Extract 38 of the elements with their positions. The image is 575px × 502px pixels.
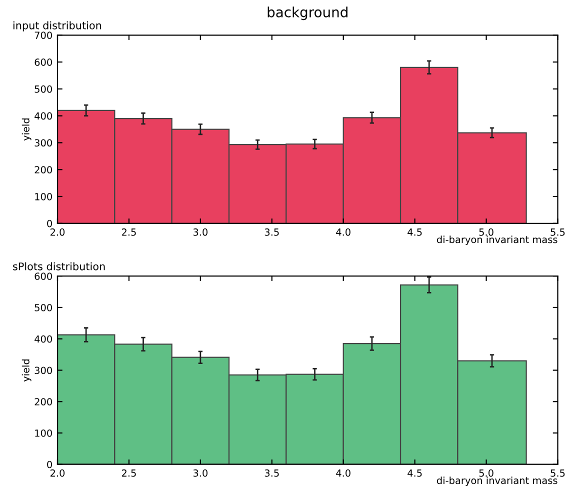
x-tick-label: 3.0 xyxy=(193,228,208,236)
chart-title: background xyxy=(268,6,348,20)
y-axis-title: yield xyxy=(22,118,32,141)
chart-subtitle: input distribution xyxy=(13,21,102,32)
y-tick-label: 0 xyxy=(47,220,52,228)
x-axis-title: di-baryon invariant mass xyxy=(436,236,558,246)
y-tick-label: 500 xyxy=(34,304,52,312)
y-tick-label: 200 xyxy=(34,166,52,174)
x-tick-label: 2.5 xyxy=(122,228,136,236)
y-axis-title: yield xyxy=(22,359,32,382)
chart-title: sPlots distribution xyxy=(13,262,105,270)
y-tick-label: 600 xyxy=(34,272,52,280)
y-tick-label: 100 xyxy=(35,192,52,200)
x-tick-label: 5.0 xyxy=(479,228,494,236)
x-tick-label: 4.0 xyxy=(336,469,350,477)
x-tick-label: 5.5 xyxy=(550,228,565,236)
y-tick-label: 400 xyxy=(34,335,52,343)
x-tick-label: 2.5 xyxy=(122,469,136,477)
x-tick-label: 3.5 xyxy=(264,469,279,477)
x-tick-label: 2.0 xyxy=(50,228,65,236)
x-tick-label: 4.5 xyxy=(408,228,422,236)
x-tick-label: 4.0 xyxy=(336,228,350,236)
y-tick-label: 200 xyxy=(34,398,52,406)
x-tick-label: 5.0 xyxy=(479,469,494,477)
y-tick-label: 400 xyxy=(34,112,52,120)
x-axis-title: di-baryon invariant mass xyxy=(436,476,558,486)
y-tick-label: 300 xyxy=(34,139,52,147)
y-tick-label: 0 xyxy=(47,460,52,468)
y-tick-label: 300 xyxy=(34,366,52,374)
y-tick-label: 700 xyxy=(34,32,52,39)
y-tick-label: 500 xyxy=(34,85,52,93)
x-tick-label: 3.5 xyxy=(264,228,279,236)
x-tick-label: 2.0 xyxy=(50,469,65,477)
y-tick-label: 100 xyxy=(35,429,52,437)
y-tick-label: 600 xyxy=(34,58,52,66)
x-tick-label: 3.0 xyxy=(193,469,208,477)
x-tick-label: 4.5 xyxy=(408,470,422,477)
x-tick-label: 5.5 xyxy=(550,470,565,477)
